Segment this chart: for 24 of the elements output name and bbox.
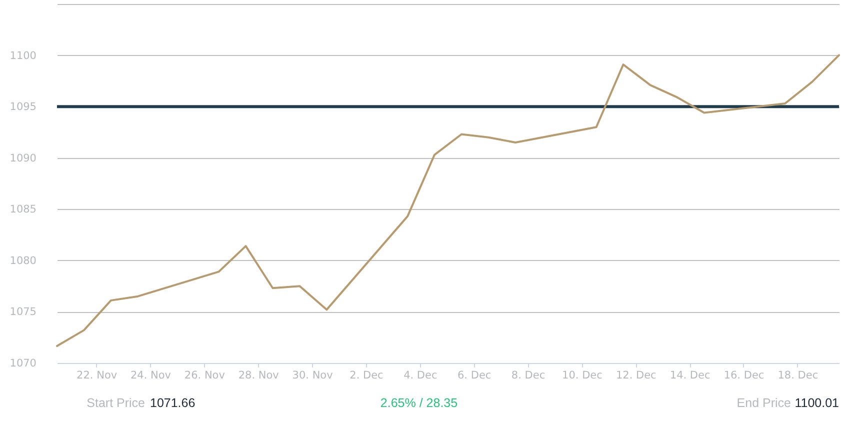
x-tick-label: 6. Dec [458, 370, 492, 382]
y-tick-label: 1085 [10, 204, 36, 216]
x-tick-label: 8. Dec [511, 370, 546, 382]
x-tick-label: 22. Nov [76, 370, 118, 382]
y-tick-label: 1090 [10, 152, 36, 164]
y-tick-label: 1095 [10, 101, 36, 114]
text: End Price 1100.01 [736, 396, 840, 410]
text: 2.65% / 28.35 [380, 396, 458, 410]
x-tick-label: 30. Nov [292, 370, 333, 382]
x-tick-label: 14. Dec [670, 370, 710, 382]
x-tick-label: 10. Dec [562, 370, 603, 382]
x-tick-label: 26. Nov [184, 370, 225, 382]
x-tick-label: 24. Nov [130, 370, 172, 382]
y-tick-label: 1080 [10, 254, 36, 267]
y-tick-label: 1100 [10, 50, 36, 62]
x-tick-label: 12. Dec [616, 370, 657, 382]
x-tick-label: 4. Dec [404, 370, 438, 382]
text: Start Price 1071.66 [86, 396, 196, 410]
y-tick-label: 1075 [10, 306, 36, 318]
x-tick-label: 18. Dec [778, 370, 818, 382]
x-tick-label: 28. Nov [238, 370, 279, 382]
y-tick-label: 1070 [10, 358, 36, 370]
x-tick-label: 2. Dec [350, 370, 384, 382]
x-tick-label: 16. Dec [724, 370, 764, 382]
